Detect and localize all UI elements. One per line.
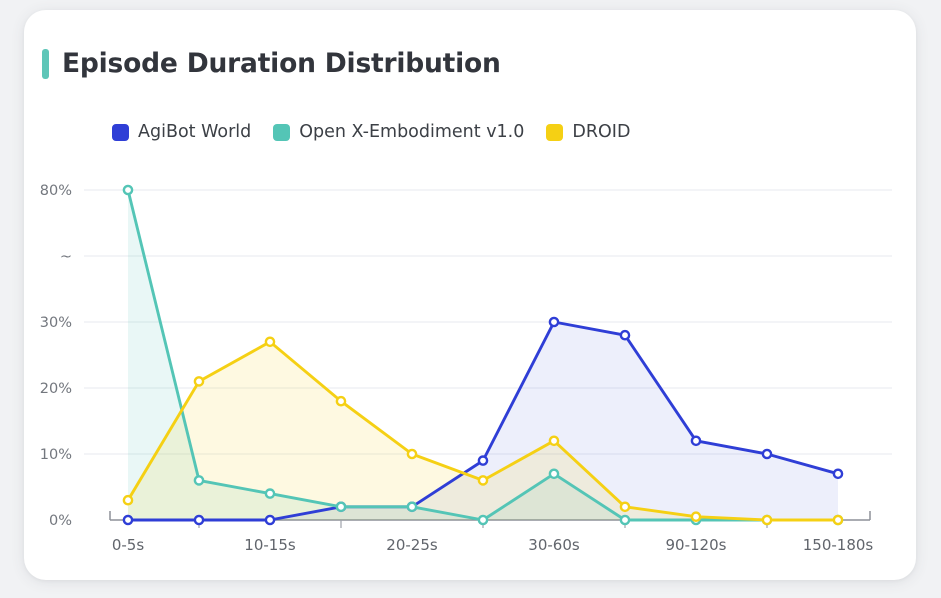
data-point[interactable] (690, 435, 702, 447)
data-point[interactable] (477, 455, 489, 466)
data-point[interactable] (193, 514, 205, 526)
data-point[interactable] (122, 494, 134, 506)
chart-legend: AgiBot World Open X-Embodiment v1.0 DROI… (112, 122, 630, 142)
legend-item-agibot-world[interactable]: AgiBot World (112, 122, 251, 142)
legend-item-open-x-embodiment[interactable]: Open X-Embodiment v1.0 (273, 122, 524, 142)
legend-label-agibot-world: AgiBot World (138, 122, 252, 142)
data-point[interactable] (761, 514, 773, 526)
title-accent-bar (42, 48, 49, 79)
x-axis-label: 150-180s (803, 536, 874, 554)
data-point[interactable] (832, 468, 844, 480)
chart-card: Episode Duration Distribution AgiBot Wor… (24, 10, 916, 580)
x-axis-label: 90-120s (666, 536, 727, 554)
data-point[interactable] (548, 316, 560, 328)
data-point[interactable] (122, 514, 134, 526)
data-point[interactable] (548, 435, 560, 447)
svg-text:0%: 0% (49, 513, 72, 529)
legend-label-droid: DROID (572, 122, 631, 142)
svg-text:~: ~ (60, 249, 72, 265)
data-point[interactable] (264, 336, 276, 348)
line-chart: 0% 10% 20% 30% ~80% 0-5s 10-15s 20-25s 30-60s 90-… (40, 183, 892, 554)
data-point[interactable] (761, 448, 773, 460)
svg-text:30%: 30% (40, 315, 72, 331)
data-point[interactable] (264, 488, 276, 499)
x-axis-label: 0-5s (112, 536, 144, 554)
data-point[interactable] (335, 395, 347, 407)
legend-swatch-droid (546, 123, 564, 141)
svg-text:80%: 80% (40, 183, 72, 199)
x-axis-label: 20-25s (386, 536, 438, 554)
data-point[interactable] (406, 448, 418, 460)
chart-plot-area: 0% 10% 20% 30% ~80% 0-5s 10-15s 20-25s 30-60s 90-… (24, 10, 916, 580)
series-area-0 (128, 322, 838, 520)
data-point[interactable] (832, 514, 844, 526)
x-axis-label: 30-60s (528, 536, 580, 554)
data-point[interactable] (406, 501, 418, 513)
svg-text:20%: 20% (40, 381, 72, 397)
data-point[interactable] (690, 511, 702, 523)
data-point[interactable] (193, 376, 205, 387)
data-point[interactable] (122, 184, 134, 196)
legend-item-droid[interactable]: DROID (546, 122, 630, 142)
data-point[interactable] (477, 475, 489, 486)
series-area-2 (128, 341, 838, 520)
x-axis-label: 10-15s (244, 536, 296, 554)
chart-header: Episode Duration Distribution (42, 48, 501, 79)
data-point[interactable] (619, 514, 631, 526)
data-point[interactable] (619, 501, 631, 513)
svg-text:10%: 10% (40, 447, 72, 463)
legend-label-open-x-embodiment: Open X-Embodiment v1.0 (299, 122, 525, 142)
data-point[interactable] (193, 475, 205, 486)
legend-swatch-open-x-embodiment (273, 123, 291, 141)
legend-swatch-agibot-world (112, 123, 129, 141)
series-area-1 (128, 190, 838, 520)
data-point[interactable] (619, 329, 631, 341)
data-point[interactable] (264, 514, 276, 526)
page-title: Episode Duration Distribution (62, 48, 501, 79)
data-point[interactable] (335, 501, 347, 513)
data-point[interactable] (548, 468, 560, 480)
data-point[interactable] (477, 514, 489, 526)
